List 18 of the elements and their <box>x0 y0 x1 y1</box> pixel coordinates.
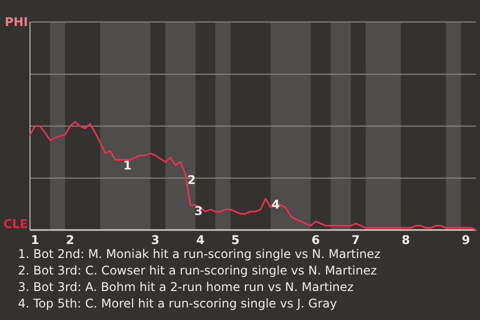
text: 2. Bot 3rd: C. Cowser hit a run-scoring single vs N. Martinez <box>18 264 377 278</box>
x-tick-label: 9 <box>462 233 470 247</box>
x-tick-label: 7 <box>352 233 360 247</box>
text: CLE <box>3 217 28 232</box>
x-tick-label: 3 <box>151 233 160 247</box>
text: 4. Top 5th: C. Morel hit a run-scoring single vs J. Gray <box>18 296 337 310</box>
text: 3. Bot 3rd: A. Bohm hit a 2-run home run vs N. Martinez <box>18 280 354 294</box>
text: 1. Bot 2nd: M. Moniak hit a run-scoring single vs N. Martinez <box>18 247 380 261</box>
x-tick-label: 8 <box>402 233 410 247</box>
text: PHI <box>4 15 28 30</box>
x-tick-label: 4 <box>196 233 205 247</box>
annotation: 3 <box>194 204 203 218</box>
annotation: 2 <box>187 172 196 187</box>
x-tick-label: 2 <box>66 233 74 247</box>
x-tick-label: 1 <box>30 233 40 247</box>
x-tick-label: 5 <box>231 233 240 247</box>
x-tick-label: 6 <box>311 233 320 247</box>
annotation: 1 <box>123 158 132 173</box>
